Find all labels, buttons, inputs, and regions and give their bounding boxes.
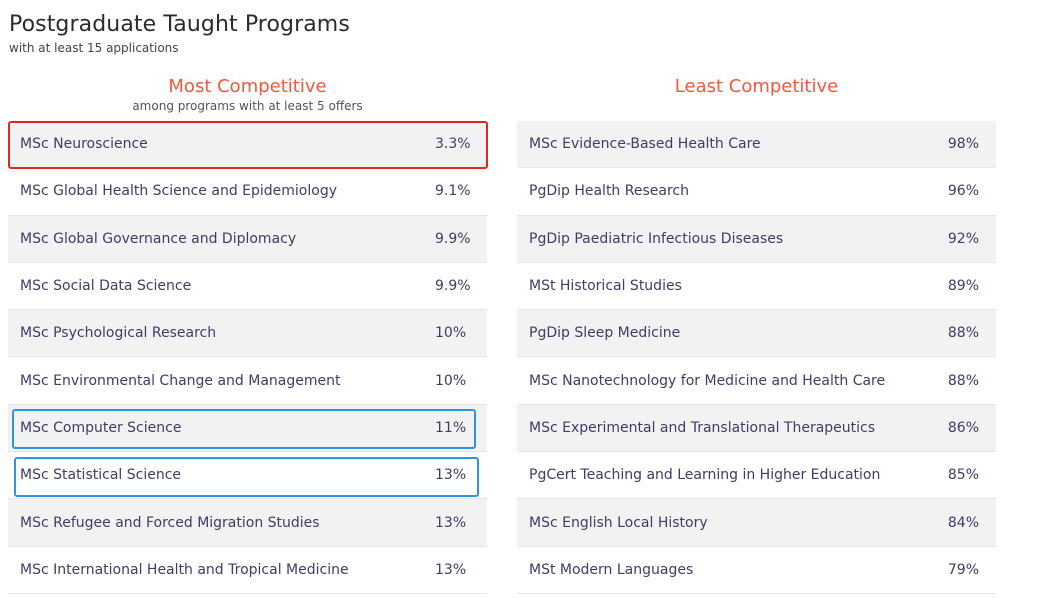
most-competitive-list: MSc Neuroscience 3.3% MSc Global Health S… (8, 121, 487, 594)
table-row: MSc Refugee and Forced Migration Studies… (8, 499, 487, 547)
most-competitive-subtitle: among programs with at least 5 offers (132, 99, 363, 113)
table-row: MSc Computer Science 11% (8, 404, 487, 453)
page-title: Postgraduate Taught Programs (9, 12, 350, 37)
highlight-box-blue (12, 409, 476, 449)
program-rate: 89% (947, 278, 979, 295)
program-name: MSc Environmental Change and Management (20, 372, 341, 389)
table-row: MSt Historical Studies 89% (517, 262, 996, 311)
program-name: PgDip Sleep Medicine (529, 325, 681, 342)
least-competitive-list: MSc Evidence-Based Health Care 98% PgDip … (517, 121, 996, 594)
table-row: MSc Social Data Science 9.9% (8, 262, 487, 311)
program-rate: 79% (947, 561, 979, 578)
table-row: MSc Nanotechnology for Medicine and Heal… (517, 357, 996, 405)
program-rate: 98% (947, 136, 979, 153)
program-rate: 84% (947, 514, 979, 531)
table-row: MSc Experimental and Translational Thera… (517, 404, 996, 453)
highlight-box-red (8, 121, 488, 169)
program-rate: 13% (435, 561, 467, 578)
program-name: PgCert Teaching and Learning in Higher E… (529, 467, 881, 484)
least-competitive-title: Least Competitive (674, 76, 839, 97)
table-row: PgDip Paediatric Infectious Diseases 92% (517, 215, 996, 263)
table-row: MSc Neuroscience 3.3% (8, 121, 487, 169)
program-rate: 13% (435, 514, 467, 531)
program-rate: 88% (947, 325, 979, 342)
program-name: MSt Modern Languages (529, 561, 694, 578)
table-row: MSc Global Governance and Diplomacy 9.9% (8, 215, 487, 263)
program-name: PgDip Paediatric Infectious Diseases (529, 230, 784, 247)
table-row: PgDip Health Research 96% (517, 168, 996, 216)
program-name: MSc Global Health Science and Epidemiolo… (20, 183, 337, 200)
program-rate: 11% (435, 419, 467, 436)
program-name: MSc Evidence-Based Health Care (529, 136, 761, 153)
least-competitive-section: Least Competitive MSc Evidence-Based Hea… (517, 74, 996, 594)
table-row: MSt Modern Languages 79% (517, 546, 996, 594)
table-row: PgCert Teaching and Learning in Higher E… (517, 452, 996, 500)
table-row: MSc Environmental Change and Management 1… (8, 357, 487, 405)
program-rate: 3.3% (435, 136, 471, 153)
program-name: MSc Neuroscience (20, 136, 148, 153)
program-rate: 86% (947, 419, 979, 436)
highlight-box-blue (14, 457, 479, 497)
program-rate: 85% (947, 467, 979, 484)
program-rate: 9.1% (435, 183, 471, 200)
program-rate: 10% (435, 325, 467, 342)
page-subtitle: with at least 15 applications (9, 41, 179, 55)
table-row: MSc International Health and Tropical Me… (8, 546, 487, 594)
program-rate: 9.9% (435, 278, 471, 295)
most-competitive-title: Most Competitive (168, 76, 327, 97)
program-rate: 9.9% (435, 230, 471, 247)
program-name: MSc Refugee and Forced Migration Studies (20, 514, 320, 531)
table-row: MSc Global Health Science and Epidemiolo… (8, 168, 487, 216)
program-rate: 92% (947, 230, 979, 247)
program-name: MSc Psychological Research (20, 325, 217, 342)
program-name: MSc Social Data Science (20, 278, 192, 295)
program-name: MSc International Health and Tropical Me… (20, 561, 349, 578)
program-name: MSc English Local History (529, 514, 708, 531)
program-rate: 96% (947, 183, 979, 200)
program-rate: 88% (947, 372, 979, 389)
program-name: MSc Global Governance and Diplomacy (20, 230, 297, 247)
most-competitive-section: Most Competitive among programs with at … (8, 74, 487, 594)
program-rate: 13% (435, 467, 467, 484)
program-name: PgDip Health Research (529, 183, 689, 200)
table-row: MSc English Local History 84% (517, 499, 996, 547)
table-row: PgDip Sleep Medicine 88% (517, 310, 996, 358)
program-rate: 10% (435, 372, 467, 389)
program-name: MSt Historical Studies (529, 278, 682, 295)
program-name: MSc Experimental and Translational Thera… (529, 419, 876, 436)
table-row: MSc Statistical Science 13% (8, 452, 487, 500)
table-row: MSc Psychological Research 10% (8, 310, 487, 358)
program-name: MSc Statistical Science (20, 467, 182, 484)
program-name: MSc Nanotechnology for Medicine and Heal… (529, 372, 886, 389)
program-name: MSc Computer Science (20, 419, 182, 436)
table-row: MSc Evidence-Based Health Care 98% (517, 121, 996, 169)
